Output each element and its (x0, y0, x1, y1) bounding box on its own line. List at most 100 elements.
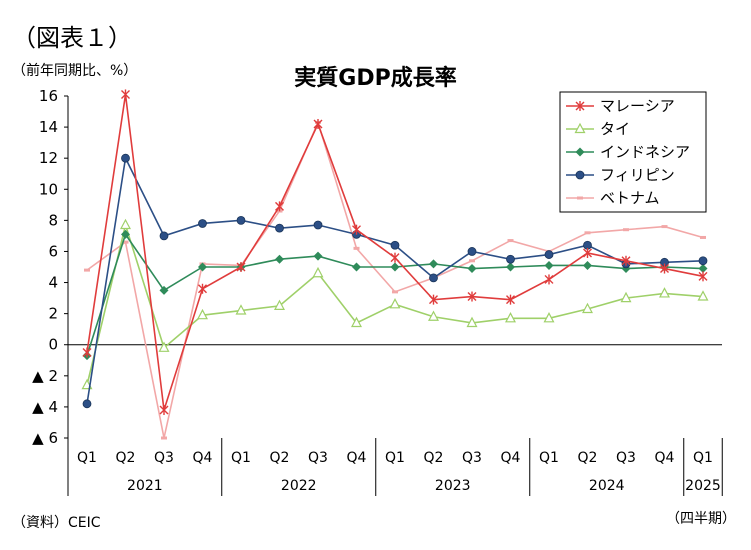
data-point (158, 341, 170, 352)
data-point (122, 240, 129, 244)
data-point (84, 268, 90, 272)
year-label: 2025 (685, 478, 721, 494)
data-point (467, 264, 477, 274)
y-tick-label: 10 (39, 180, 58, 198)
data-point (392, 290, 398, 294)
x-tick-label: Q2 (270, 450, 290, 466)
y-tick-label: ▲ 6 (32, 429, 58, 447)
data-point (390, 262, 400, 272)
data-point (82, 399, 92, 409)
data-point (198, 262, 207, 272)
x-tick-label: Q3 (308, 450, 328, 466)
x-tick-label: Q3 (462, 450, 482, 466)
data-point (584, 231, 591, 235)
data-point (275, 201, 284, 212)
data-point (466, 316, 478, 328)
data-point (429, 294, 438, 305)
data-point (698, 271, 708, 282)
legend-marker (577, 196, 583, 200)
x-tick-label: Q3 (154, 450, 174, 466)
unit-label: （前年同期比、%） (12, 63, 138, 79)
data-point (351, 316, 362, 328)
x-tick-label: Q1 (693, 450, 713, 466)
data-point (159, 231, 169, 241)
data-point (161, 436, 167, 440)
year-label: 2022 (281, 478, 317, 494)
x-tick-label: Q4 (347, 450, 367, 466)
data-point (505, 312, 516, 323)
data-point (582, 302, 593, 314)
x-tick-label: Q2 (116, 450, 136, 466)
data-point (698, 264, 708, 274)
legend-marker (575, 147, 585, 157)
data-point (544, 260, 554, 270)
x-tick-label: Q2 (424, 450, 444, 466)
data-point (121, 153, 130, 163)
y-tick-label: 14 (39, 118, 58, 136)
data-point (583, 248, 592, 259)
y-tick-label: 4 (48, 274, 58, 292)
data-point (275, 223, 284, 233)
data-point (390, 240, 400, 250)
x-tick-label: Q1 (77, 450, 97, 466)
data-point (313, 220, 323, 230)
legend-label: フィリピン (600, 166, 675, 184)
data-point (352, 262, 361, 272)
data-point (429, 259, 438, 269)
data-point (236, 215, 246, 225)
year-label: 2024 (589, 478, 625, 494)
series-line (86, 232, 704, 356)
legend-label: インドネシア (600, 143, 690, 161)
data-point (467, 291, 477, 302)
data-point (312, 266, 324, 278)
data-point (389, 298, 401, 309)
data-point (120, 218, 131, 230)
y-tick-label: 6 (48, 242, 58, 260)
data-point (121, 89, 130, 100)
y-tick-label: 16 (39, 87, 58, 105)
period-label: （四半期） (666, 511, 736, 527)
x-tick-label: Q3 (616, 450, 636, 466)
data-point (390, 252, 400, 263)
data-point (121, 229, 130, 239)
y-tick-label: 12 (39, 149, 58, 167)
legend-label: ベトナム (600, 189, 660, 207)
data-point (235, 304, 247, 315)
data-point (660, 263, 669, 274)
legend-marker (575, 101, 585, 111)
year-label: 2023 (435, 478, 471, 494)
x-tick-label: Q1 (231, 450, 251, 466)
data-point (661, 225, 668, 229)
data-point (429, 273, 438, 283)
x-tick-label: Q1 (385, 450, 405, 466)
legend-marker (575, 170, 585, 180)
data-point (159, 405, 169, 416)
x-tick-label: Q1 (539, 450, 559, 466)
y-tick-label: ▲ 4 (32, 398, 58, 416)
data-point (197, 308, 208, 320)
data-point (469, 259, 475, 263)
data-point (313, 118, 323, 129)
data-point (506, 262, 515, 272)
data-point (583, 260, 592, 270)
y-tick-label: ▲ 2 (32, 367, 58, 385)
data-point (620, 291, 632, 303)
data-point (543, 312, 555, 323)
x-tick-label: Q4 (501, 450, 521, 466)
data-point (313, 251, 323, 261)
legend-label: マレーシア (600, 97, 675, 115)
data-point (198, 283, 207, 294)
data-point (236, 262, 246, 272)
legend-label: タイ (600, 120, 630, 138)
data-point (544, 274, 554, 285)
figure-label: （図表１） (12, 24, 132, 52)
data-point (621, 255, 631, 266)
source-label: （資料）CEIC (12, 515, 101, 531)
data-point (353, 246, 360, 250)
x-tick-label: Q4 (193, 450, 213, 466)
year-label: 2021 (127, 478, 163, 494)
data-point (697, 290, 709, 301)
data-point (507, 239, 514, 243)
data-point (623, 228, 629, 232)
data-point (544, 250, 554, 259)
